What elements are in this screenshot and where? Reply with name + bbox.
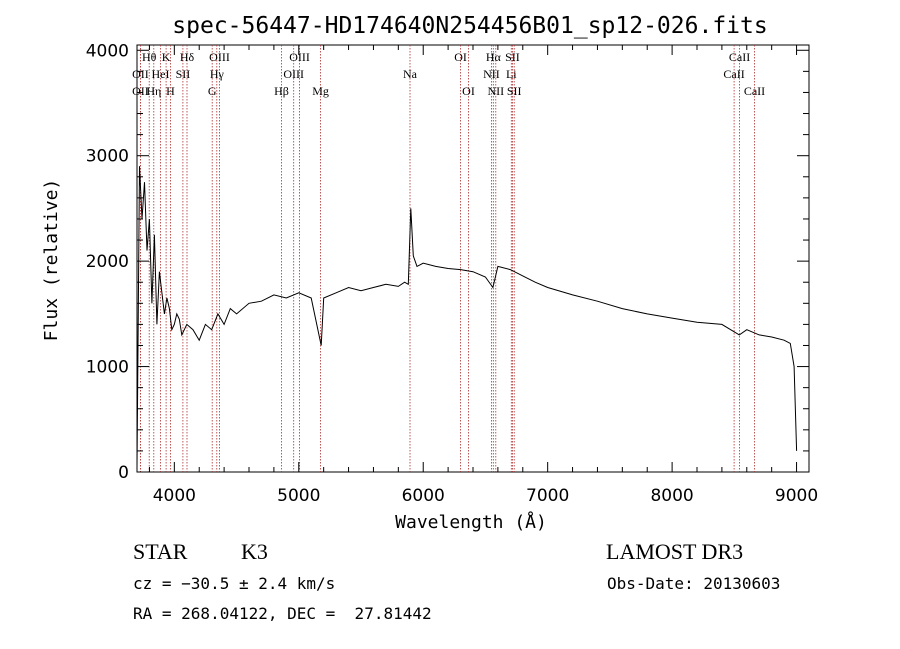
y-tick-label-3: 3000 — [86, 147, 129, 167]
x-axis-label: Wavelength (Å) — [395, 511, 547, 533]
x-axis-ticks: 4000 5000 6000 7000 8000 9000 — [148, 45, 818, 506]
y-tick-label-4: 4000 — [86, 41, 129, 61]
line-label-2: Hθ — [142, 50, 157, 64]
x-tick-label-2: 6000 — [402, 486, 445, 506]
line-label-25: CaII — [723, 67, 744, 81]
x-tick-label-0: 4000 — [153, 486, 196, 506]
line-label-16: Na — [403, 67, 418, 81]
line-label-21: NII — [487, 84, 504, 98]
line-label-27: CaII — [744, 84, 765, 98]
line-label-11: OIII — [209, 50, 230, 64]
survey-name: LAMOST DR3 — [606, 539, 743, 564]
ra-dec-coordinates: RA = 268.04122, DEC = 27.81442 — [133, 604, 432, 623]
line-label-6: H — [166, 84, 175, 98]
y-axis-ticks: 0 1000 2000 3000 4000 — [86, 41, 809, 483]
line-label-17: OI — [454, 50, 467, 64]
x-tick-label-4: 8000 — [650, 486, 693, 506]
emission-line-labels: OIIOIIHθHηHeIKHSIIHδGHγOIIIHβOIIIOIIIMgN… — [132, 50, 765, 98]
line-label-7: SII — [176, 67, 191, 81]
plot-frame — [136, 44, 810, 473]
line-label-19: NII — [483, 67, 500, 81]
line-label-22: SII — [505, 50, 520, 64]
line-label-0: OII — [132, 67, 149, 81]
line-label-9: G — [208, 84, 217, 98]
line-label-15: Mg — [312, 84, 329, 98]
object-subclass: K3 — [241, 539, 268, 564]
line-label-24: SII — [507, 84, 522, 98]
line-label-5: K — [162, 50, 171, 64]
line-label-14: OIII — [289, 50, 310, 64]
line-label-26: CaII — [729, 50, 750, 64]
line-label-20: Hα — [486, 50, 502, 64]
x-tick-label-1: 5000 — [277, 486, 320, 506]
emission-line-markers — [139, 45, 755, 472]
x-tick-label-3: 7000 — [526, 486, 569, 506]
line-label-10: Hγ — [210, 67, 225, 81]
observation-date: Obs-Date: 20130603 — [607, 574, 780, 593]
line-label-13: OIII — [283, 67, 304, 81]
chart-title: spec-56447-HD174640N254456B01_sp12-026.f… — [172, 13, 767, 39]
line-label-3: Hη — [146, 84, 161, 98]
line-label-23: Li — [506, 67, 517, 81]
y-tick-label-1: 1000 — [86, 358, 129, 378]
redshift-cz: cz = −30.5 ± 2.4 km/s — [133, 574, 335, 593]
spectrum-series-line — [136, 166, 798, 467]
object-class: STAR — [133, 539, 188, 564]
x-tick-label-5: 9000 — [775, 486, 818, 506]
y-axis-label: Flux (relative) — [41, 179, 62, 342]
line-label-12: Hβ — [274, 84, 289, 98]
y-tick-label-2: 2000 — [86, 252, 129, 272]
y-tick-label-0: 0 — [118, 463, 129, 483]
line-label-1: OII — [132, 84, 149, 98]
line-label-4: HeI — [152, 67, 170, 81]
line-label-8: Hδ — [180, 50, 195, 64]
line-label-18: OI — [462, 84, 475, 98]
